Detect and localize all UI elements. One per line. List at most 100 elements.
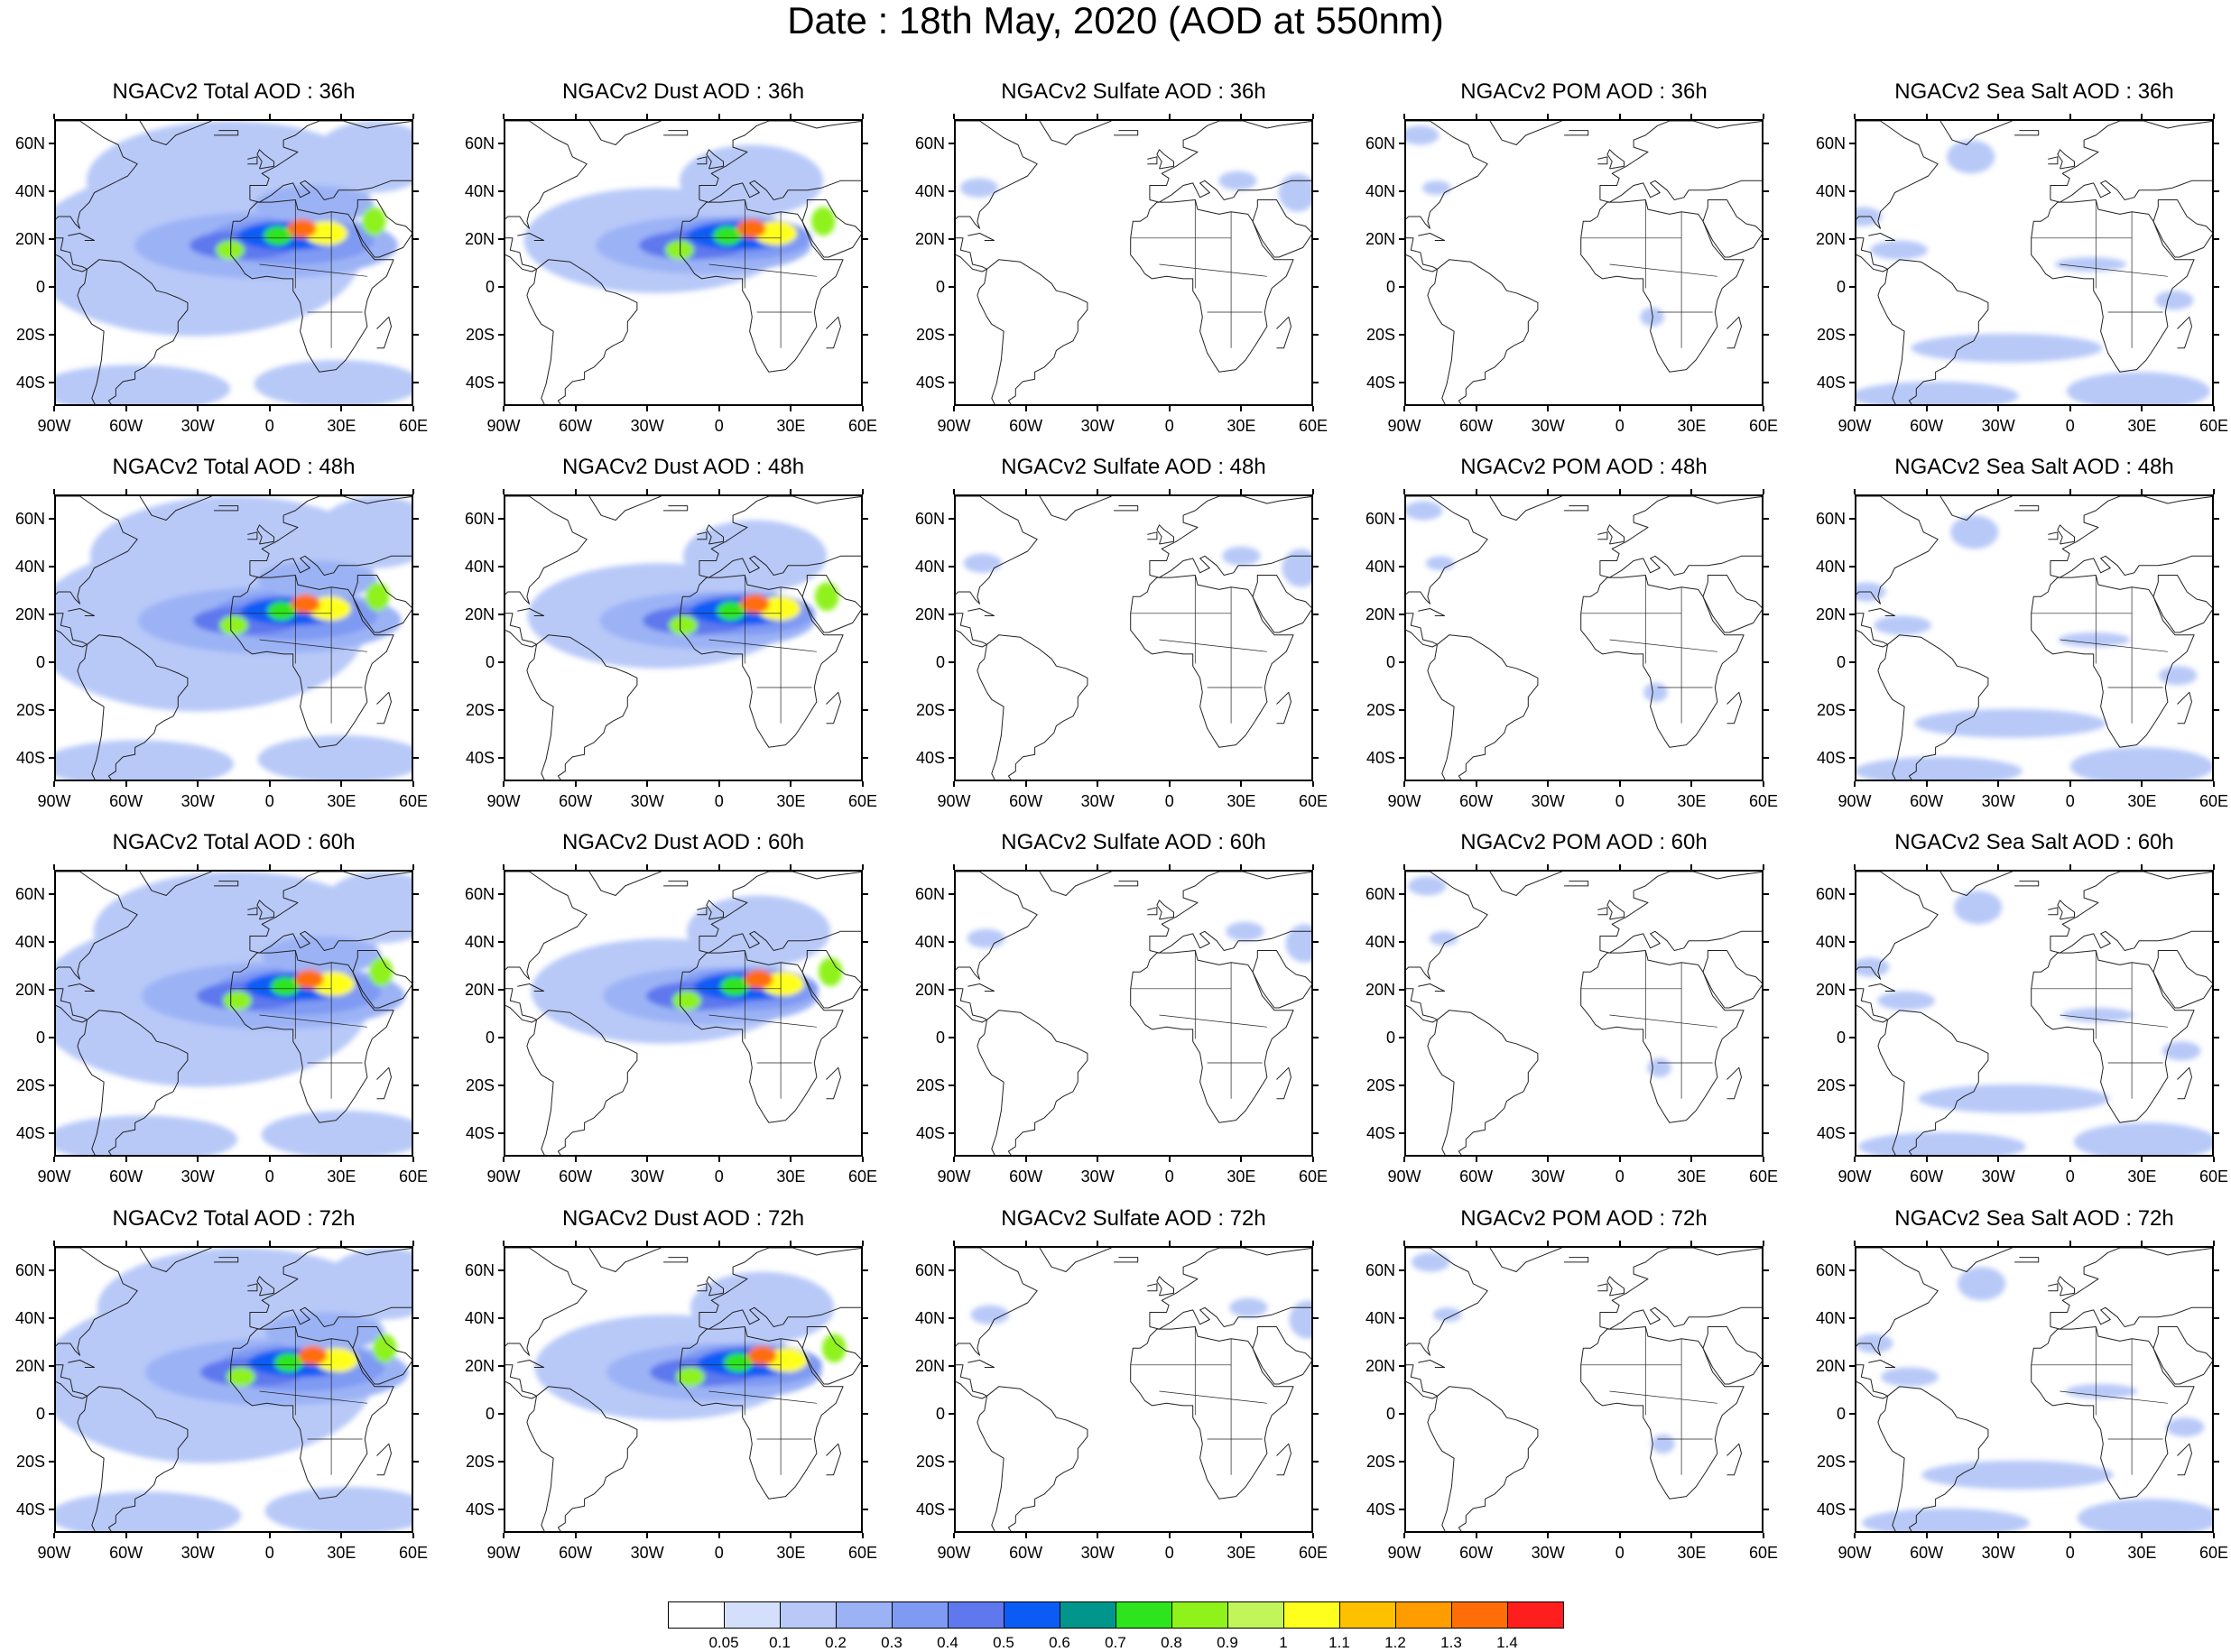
latitude-tick (949, 1269, 954, 1271)
aod-blob (967, 928, 1006, 948)
coastlines (956, 496, 1311, 780)
map-frame (504, 119, 863, 406)
coastline-arabia (1702, 1326, 1762, 1385)
longitude-label: 60E (1748, 1167, 1779, 1186)
coastline-northAmerica (956, 121, 1038, 229)
latitude-label: 0 (1385, 1404, 1395, 1423)
longitude-tick (53, 114, 55, 119)
latitude-tick (49, 142, 54, 144)
longitude-label: 90W (1387, 1167, 1421, 1186)
latitude-tick (949, 1508, 954, 1510)
panel-title: NGACv2 POM AOD : 72h (1460, 1206, 1708, 1231)
coastline-centralAmerica (956, 988, 987, 1023)
longitude-label: 30E (1677, 1167, 1707, 1186)
longitude-label: 30E (776, 792, 806, 810)
coastline-britain (2057, 900, 2075, 920)
latitude-tick (498, 333, 504, 336)
latitude-tick (2214, 892, 2219, 895)
longitude-tick (1763, 406, 1764, 411)
aod-blob (963, 553, 1003, 573)
aod-blob (821, 1334, 847, 1363)
coastline-southAmerica (1427, 259, 1539, 404)
panel-title: NGACv2 Dust AOD : 48h (561, 455, 805, 479)
coastline-greenland (1939, 872, 2013, 896)
latitude-label: 20N (464, 229, 495, 248)
aod-blob (1870, 240, 1928, 260)
longitude-label: 60E (398, 417, 429, 435)
coastline-britain (1156, 149, 1174, 170)
latitude-tick (949, 1131, 954, 1134)
longitude-tick (1475, 1241, 1477, 1246)
aod-blob (2058, 632, 2131, 647)
longitude-tick (412, 864, 414, 870)
coastline-southAmerica (77, 259, 189, 404)
longitude-tick (125, 489, 127, 494)
longitude-tick (1997, 1241, 2000, 1246)
coastline-madagascar (826, 691, 841, 724)
aod-blob (56, 740, 234, 780)
coastline-arabia (352, 199, 412, 258)
latitude-tick (1313, 940, 1319, 943)
aod-field (970, 1297, 1311, 1339)
longitude-tick (1997, 864, 2000, 870)
coastline-arabia (2152, 199, 2212, 258)
coastline-europe (249, 121, 412, 203)
aod-field (523, 144, 836, 293)
coastline-arabia (1252, 575, 1311, 633)
longitude-tick (953, 864, 955, 870)
latitude-tick (49, 381, 54, 383)
latitude-label: 40S (465, 748, 495, 767)
coastline-cuba (68, 983, 95, 992)
longitude-tick (1312, 406, 1314, 411)
longitude-tick (1024, 114, 1027, 119)
longitude-tick (790, 781, 792, 787)
coastline-ireland (697, 1283, 708, 1292)
map-panel: NGACv2 Total AOD : 72h 60N 40N 20N 0 20S 40S 90… (4, 1206, 453, 1583)
longitude-label: 0 (264, 792, 274, 810)
country-border (1159, 1390, 1267, 1404)
coastline-northAmerica (956, 872, 1038, 980)
colorbar-swatch (780, 1601, 837, 1629)
latitude-tick (949, 660, 954, 663)
longitude-tick (1618, 1533, 1621, 1538)
coastline-southAmerica (977, 259, 1088, 404)
coastline-cuba (517, 233, 544, 241)
longitude-tick (197, 864, 199, 870)
longitude-tick (1475, 1157, 1477, 1162)
longitude-tick (862, 1241, 864, 1246)
coastline-greenland (139, 872, 212, 896)
aod-blob (665, 240, 694, 260)
latitude-tick (1764, 142, 1769, 144)
longitude-tick (1547, 406, 1550, 411)
latitude-tick (863, 189, 868, 192)
longitude-tick (1618, 781, 1621, 787)
coastline-southAmerica (1877, 634, 1989, 780)
aod-blob (1285, 924, 1311, 963)
latitude-label: 60N (1365, 509, 1395, 528)
aod-blob (56, 1115, 237, 1155)
longitude-tick (340, 1533, 343, 1538)
coastline-centralAmerica (1406, 237, 1438, 272)
coastline-britain (706, 1276, 724, 1297)
latitude-tick (498, 517, 504, 520)
longitude-label: 30W (1981, 1544, 2015, 1562)
latitude-tick (1399, 142, 1404, 144)
coastline-africa (1580, 950, 1745, 1123)
map-canvas (1406, 872, 1762, 1155)
coastline-northAmerica (1856, 121, 1939, 229)
latitude-tick (1764, 940, 1769, 943)
latitude-tick (498, 988, 504, 991)
latitude-tick (1849, 708, 1855, 711)
longitude-label: 60W (1009, 417, 1043, 435)
longitude-tick (1854, 1533, 1856, 1538)
coastline-southAmerica (526, 259, 638, 404)
map-panel: NGACv2 Dust AOD : 36h 60N 40N 20N 0 20S 40S 90W… (453, 79, 903, 457)
longitude-tick (197, 781, 199, 787)
longitude-tick (1690, 406, 1693, 411)
colorbar-label: 1.2 (1384, 1634, 1406, 1651)
latitude-tick (1764, 613, 1769, 615)
latitude-tick (1849, 660, 1855, 663)
coastline-greenland (1039, 496, 1112, 521)
longitude-tick (1168, 489, 1171, 494)
map-canvas (56, 872, 412, 1155)
